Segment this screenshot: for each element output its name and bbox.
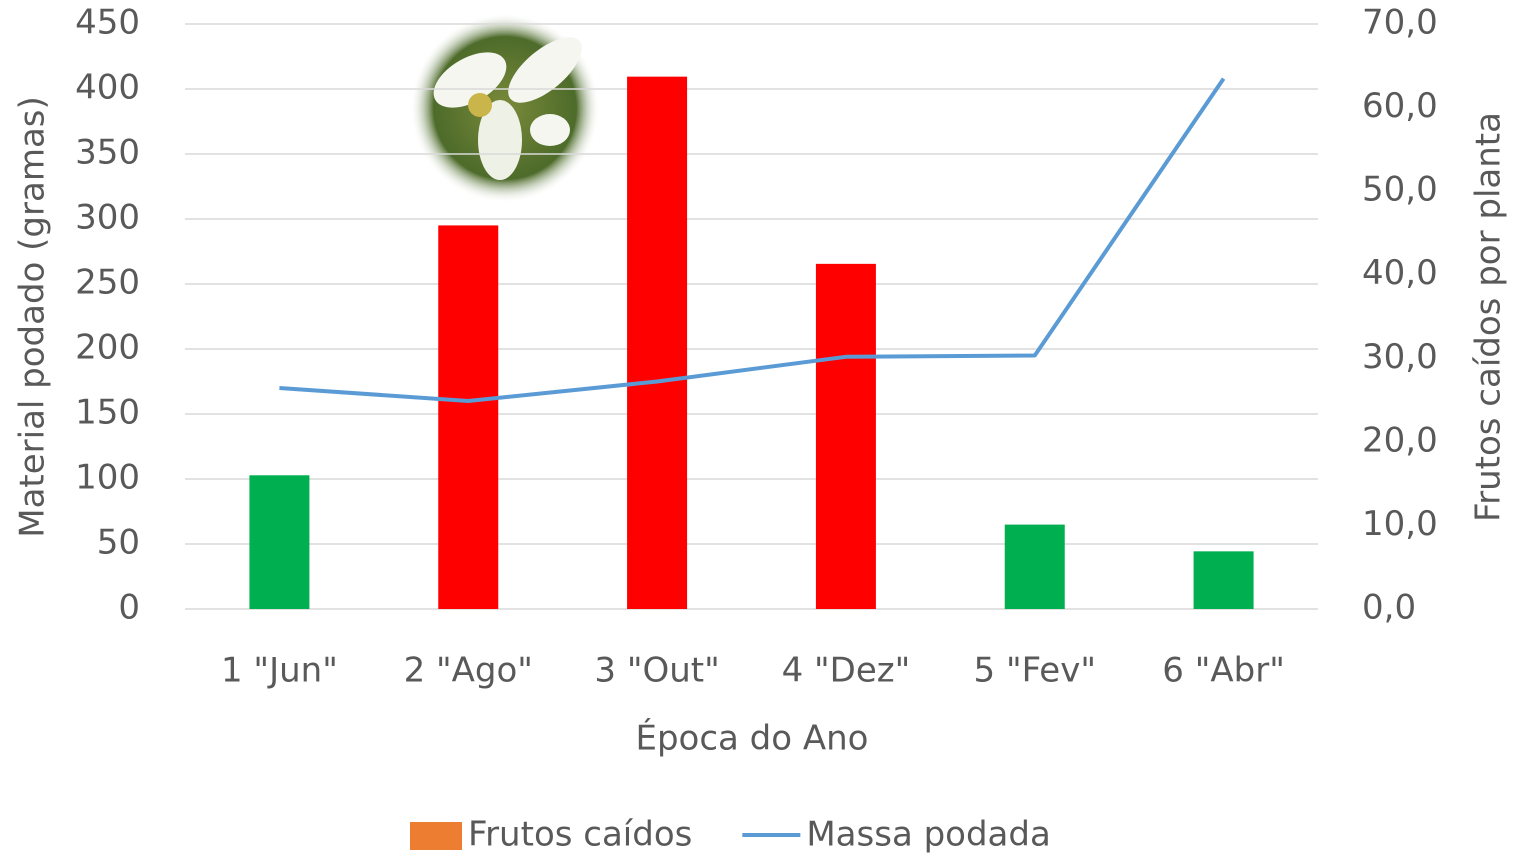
x-tick-label: 3 "Out" (594, 651, 719, 691)
bar (816, 264, 876, 609)
bar (1194, 551, 1254, 609)
bar (249, 475, 309, 609)
y-tick-label: 350 (75, 133, 140, 173)
legend-label: Frutos caídos (468, 815, 692, 855)
x-tick-label: 6 "Abr" (1162, 651, 1285, 691)
y-tick-label: 400 (75, 68, 140, 108)
y-tick-label: 250 (75, 263, 140, 303)
flower-photo (410, 13, 600, 203)
y-tick-label: 150 (75, 393, 140, 433)
legend-swatch (410, 822, 462, 850)
y-tick-label: 0 (118, 588, 140, 628)
y-tick-label: 300 (75, 198, 140, 238)
x-tick-label: 4 "Dez" (782, 651, 911, 691)
x-tick-label: 5 "Fev" (974, 651, 1096, 691)
y-tick-label: 200 (75, 328, 140, 368)
chart: Época do Ano Material podado (gramas) Fr… (0, 0, 1522, 859)
y2-tick-label: 60,0 (1362, 86, 1438, 126)
y-tick-label: 450 (75, 3, 140, 43)
y2-tick-label: 70,0 (1362, 3, 1438, 43)
y2-tick-label: 40,0 (1362, 253, 1438, 293)
y-tick-label: 100 (75, 458, 140, 498)
x-tick-label: 2 "Ago" (404, 651, 533, 691)
y2-tick-label: 50,0 (1362, 170, 1438, 210)
y2-axis-title: Frutos caídos por planta (1469, 112, 1509, 522)
y2-tick-label: 10,0 (1362, 504, 1438, 544)
y-axis-title: Material podado (gramas) (13, 96, 53, 538)
y-tick-label: 50 (97, 523, 140, 563)
bar (627, 77, 687, 609)
legend-label: Massa podada (806, 815, 1050, 855)
bar (1005, 525, 1065, 609)
y2-tick-label: 30,0 (1362, 337, 1438, 377)
x-axis-title: Época do Ano (635, 718, 868, 759)
bar (438, 225, 498, 609)
y2-tick-label: 20,0 (1362, 420, 1438, 460)
x-tick-label: 1 "Jun" (221, 651, 338, 691)
y2-tick-label: 0,0 (1362, 588, 1416, 628)
